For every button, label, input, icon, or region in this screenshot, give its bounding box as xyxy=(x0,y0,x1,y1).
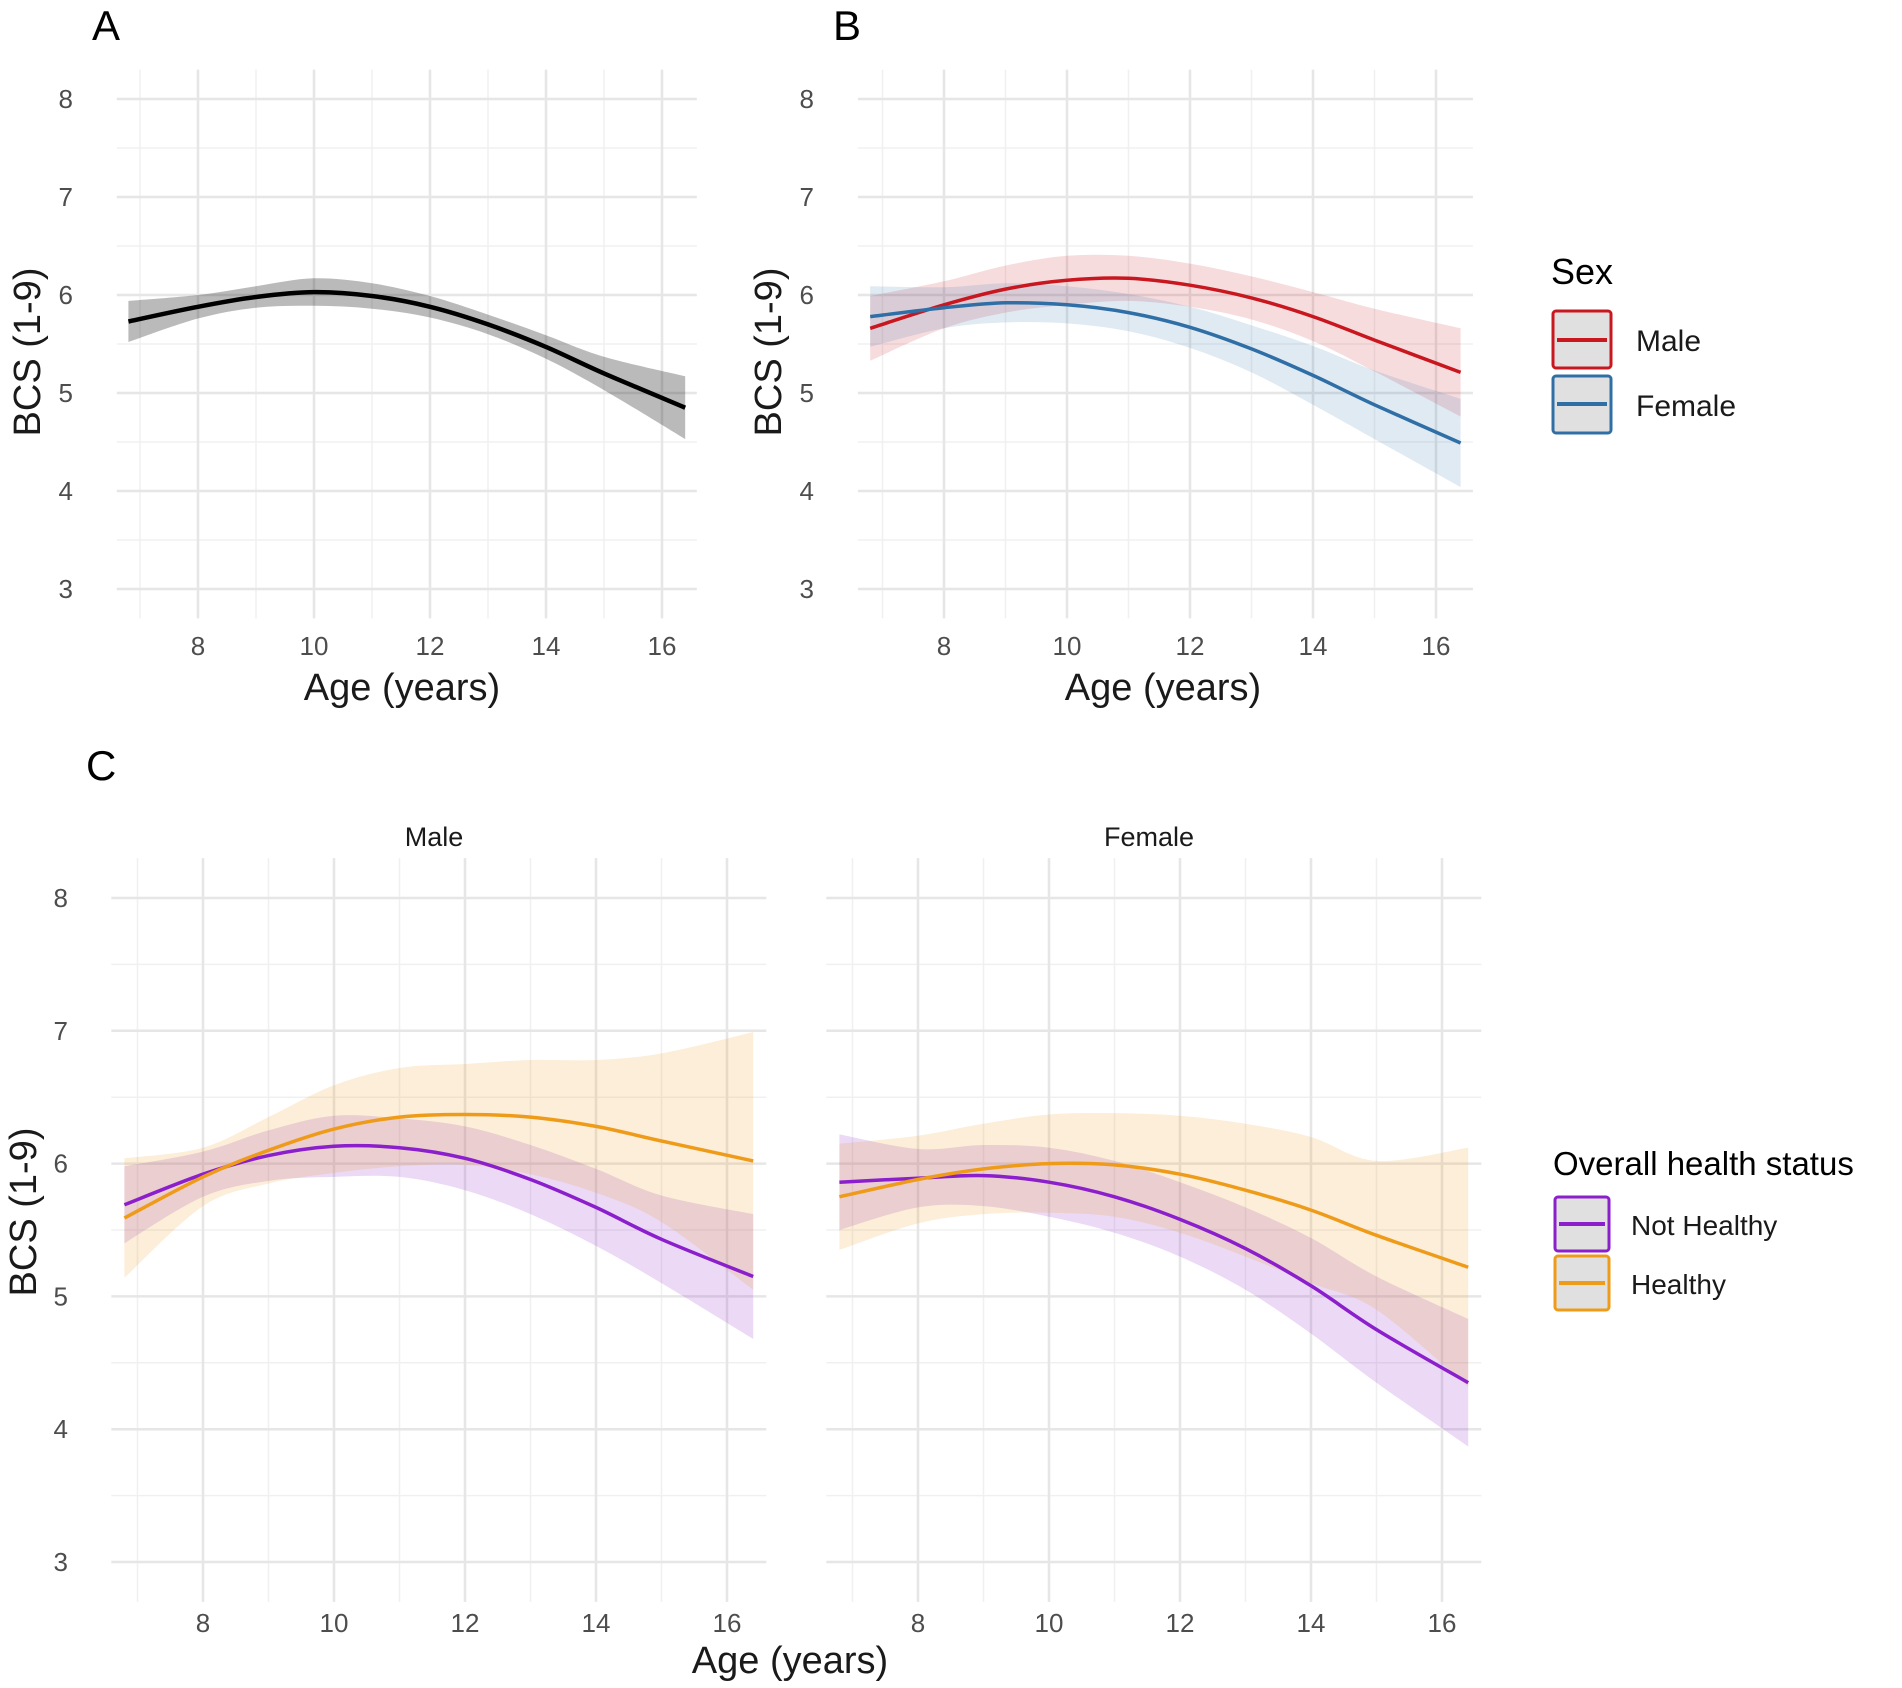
legend-key-healthy xyxy=(1553,1254,1611,1312)
y-tick-label-B-3: 3 xyxy=(800,574,814,604)
grid-major-C-Male xyxy=(111,858,767,1602)
x-tick-label-C-Male-16: 16 xyxy=(713,1608,742,1638)
x-tick-label-C-Female-12: 12 xyxy=(1166,1608,1195,1638)
y-tick-label-A-8: 8 xyxy=(59,84,73,114)
grid-minor-C-Male xyxy=(111,858,767,1602)
legend-label-healthy: Healthy xyxy=(1631,1269,1726,1300)
x-tick-label-B-12: 12 xyxy=(1176,631,1205,661)
panel-tag-b: B xyxy=(833,2,861,49)
x-axis-title-b: Age (years) xyxy=(1065,667,1261,709)
x-tick-label-A-12: 12 xyxy=(416,631,445,661)
y-tick-label-A-4: 4 xyxy=(59,476,73,506)
series-line-B-female xyxy=(869,300,1462,445)
grid-major-B xyxy=(857,69,1473,619)
ci-ribbon-B-male xyxy=(870,254,1461,417)
legend-sex: Sex Male Female xyxy=(1551,251,1736,435)
legend-key-male xyxy=(1551,309,1613,370)
x-tick-label-A-14: 14 xyxy=(532,631,561,661)
series-line-A-overall xyxy=(127,289,687,410)
plot-panel-c-female: 8 10 12 14 16 xyxy=(826,858,1482,1638)
x-tick-label-C-Male-14: 14 xyxy=(582,1608,611,1638)
facet-strip-female: Female xyxy=(1104,822,1194,852)
x-tick-label-C-Male-12: 12 xyxy=(451,1608,480,1638)
legend-key-not-healthy xyxy=(1553,1195,1611,1253)
legend-label-female: Female xyxy=(1636,390,1736,423)
panel-tag-c: C xyxy=(86,742,116,789)
y-tick-label-C-Male-8: 8 xyxy=(54,883,68,913)
y-tick-label-C-Male-5: 5 xyxy=(54,1281,68,1311)
plot-panel-a: 8 10 12 14 16 3 4 5 6 7 8 xyxy=(59,69,697,661)
grid-minor-C-Female xyxy=(826,858,1482,1602)
y-tick-label-C-Male-4: 4 xyxy=(54,1414,68,1444)
y-tick-label-A-3: 3 xyxy=(59,574,73,604)
ci-ribbon-C-Female-not-healthy xyxy=(839,1134,1469,1447)
ci-ribbon-C-Male-not-healthy xyxy=(124,1115,754,1339)
series-line-C-Female-not-healthy xyxy=(839,1173,1470,1385)
y-tick-label-B-5: 5 xyxy=(800,378,814,408)
x-axis-title-a: Age (years) xyxy=(304,667,500,709)
y-axis-title-c: BCS (1-9) xyxy=(3,1128,45,1297)
y-tick-label-C-Male-7: 7 xyxy=(54,1016,68,1046)
facet-strip-male: Male xyxy=(405,822,464,852)
legend-key-female xyxy=(1551,374,1613,435)
series-line-C-Male-healthy xyxy=(123,1112,754,1220)
ci-ribbon-C-Male-healthy xyxy=(124,1032,754,1290)
x-tick-label-B-8: 8 xyxy=(937,631,951,661)
y-tick-label-B-4: 4 xyxy=(800,476,814,506)
x-tick-label-A-8: 8 xyxy=(191,631,205,661)
y-tick-label-A-6: 6 xyxy=(59,280,73,310)
x-axis-title-c: Age (years) xyxy=(692,1640,888,1682)
y-tick-label-A-7: 7 xyxy=(59,182,73,212)
x-tick-label-B-10: 10 xyxy=(1053,631,1082,661)
grid-minor-A xyxy=(116,69,697,619)
grid-major-A xyxy=(116,69,697,619)
plot-panel-b: 8 10 12 14 16 3 4 5 6 7 8 xyxy=(800,69,1473,661)
y-axis-title-b: BCS (1-9) xyxy=(748,268,790,437)
x-tick-label-B-16: 16 xyxy=(1422,631,1451,661)
x-tick-label-A-16: 16 xyxy=(648,631,677,661)
x-tick-label-A-10: 10 xyxy=(300,631,329,661)
y-tick-label-C-Male-6: 6 xyxy=(54,1149,68,1179)
series-line-C-Female-healthy xyxy=(839,1161,1469,1269)
ci-ribbon-C-Female-healthy xyxy=(839,1112,1469,1387)
plot-panel-c-male: 8 10 12 14 16 3 4 5 6 7 8 xyxy=(54,858,767,1638)
y-tick-label-B-7: 7 xyxy=(800,182,814,212)
x-tick-label-C-Male-10: 10 xyxy=(320,1608,349,1638)
series-line-B-male xyxy=(869,276,1462,375)
x-tick-label-C-Female-10: 10 xyxy=(1035,1608,1064,1638)
x-tick-label-C-Female-16: 16 xyxy=(1428,1608,1457,1638)
x-tick-label-C-Male-8: 8 xyxy=(196,1608,210,1638)
legend-label-not-healthy: Not Healthy xyxy=(1631,1210,1777,1241)
y-tick-label-B-8: 8 xyxy=(800,84,814,114)
grid-major-C-Female xyxy=(826,858,1482,1602)
legend-label-male: Male xyxy=(1636,325,1701,358)
x-tick-label-B-14: 14 xyxy=(1299,631,1328,661)
ci-ribbon-B-female xyxy=(870,283,1461,488)
legend-sex-title: Sex xyxy=(1551,251,1613,292)
y-axis-title-a: BCS (1-9) xyxy=(7,268,49,437)
y-tick-label-A-5: 5 xyxy=(59,378,73,408)
x-tick-label-C-Female-14: 14 xyxy=(1297,1608,1326,1638)
legend-health: Overall health status Not Healthy Health… xyxy=(1553,1145,1854,1312)
y-tick-label-C-Male-3: 3 xyxy=(54,1547,68,1577)
panel-tag-a: A xyxy=(92,2,120,49)
legend-health-title: Overall health status xyxy=(1553,1145,1854,1182)
y-tick-label-B-6: 6 xyxy=(800,280,814,310)
grid-minor-B xyxy=(857,69,1473,619)
x-tick-label-C-Female-8: 8 xyxy=(911,1608,925,1638)
